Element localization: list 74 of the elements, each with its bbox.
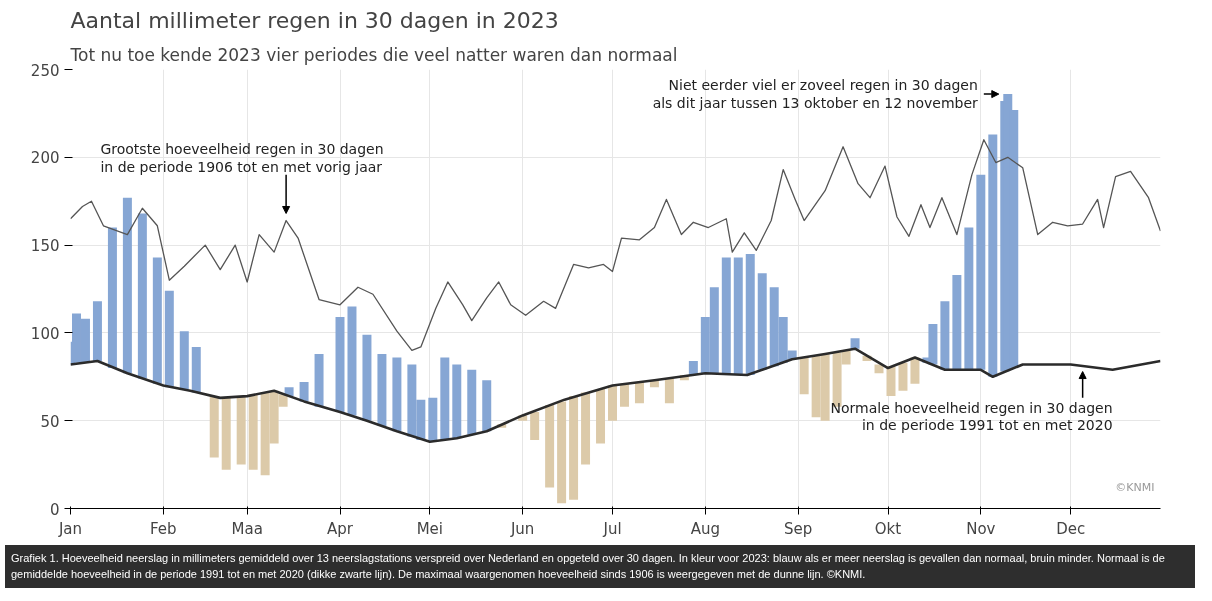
bar (545, 404, 555, 488)
bar (362, 334, 372, 421)
text: Grafiek 1. Hoeveelheid neerslag in millimeters gemiddeld over 13 neerslagstations verspreid over Nederland en opgeteld over 30 dagen. In kleur voor 2023: blauw als er meer neerslag is gevallen dan normaal, bruin minder. Normaal is de gemiddelde hoeveelheid in de periode 1991 tot en met 2020 (dikke zwarte lijn). De maximaal waargenomen hoeveelheid sinds 1906 is weergegeven met de dunne lijn. ©KNMI. (11, 551, 1166, 582)
bar (299, 382, 309, 402)
bar (581, 392, 591, 465)
bar (440, 357, 450, 441)
bar (664, 378, 674, 404)
x-tick-label: Sep (784, 519, 813, 538)
line-series (70, 347, 1161, 444)
x-tick-label: Jul (602, 519, 622, 538)
annotation: Grootste hoeveelheid regen in 30 dagen in de periode 1906 tot en met vorig jaar (100, 141, 384, 175)
bar (248, 394, 258, 470)
bar (377, 353, 387, 426)
bar (850, 338, 860, 349)
x-tick-label: Mei (416, 519, 444, 538)
bar (799, 357, 809, 395)
bar (964, 227, 974, 370)
x-tick-label: Dec (1056, 519, 1086, 538)
bar (236, 396, 246, 465)
bar (557, 401, 567, 504)
bar (569, 396, 579, 500)
bar (596, 389, 606, 444)
bar (221, 397, 231, 470)
bar (940, 301, 950, 370)
bar (467, 369, 477, 435)
annotation: ©KNMI (1115, 481, 1155, 495)
bar (608, 385, 617, 421)
bar (482, 380, 492, 432)
bar (745, 253, 755, 376)
bar (347, 306, 357, 416)
bar (428, 397, 438, 442)
bar (92, 301, 102, 361)
line-series (70, 139, 1161, 352)
annotation: Normale hoeveelheid regen in 30 dagen in de periode 1991 tot en met 2020 (830, 399, 1113, 434)
bar (733, 257, 743, 376)
bar (179, 331, 189, 390)
chart-title: Aantal millimeter regen in 30 dagen in 2023 (70, 7, 559, 33)
y-tick-label: 50 (40, 412, 60, 431)
bar (107, 227, 117, 369)
y-tick-label: 100 (30, 324, 60, 343)
bar (452, 364, 462, 439)
y-tick-label: 150 (30, 237, 60, 256)
bar (209, 396, 219, 458)
y-tick-label: 200 (30, 149, 60, 168)
bar (988, 134, 998, 377)
bar (530, 411, 540, 441)
bar (619, 383, 629, 407)
bar (910, 357, 920, 384)
x-tick-label: Maa (231, 519, 263, 538)
x-tick-label: Aug (690, 519, 720, 538)
x-tick-label: Apr (327, 519, 354, 538)
bar (898, 362, 908, 391)
bar (191, 346, 201, 393)
x-tick-label: Okt (874, 519, 902, 538)
bar (721, 257, 731, 376)
bar (976, 174, 986, 370)
bar (314, 353, 324, 407)
bar (122, 197, 132, 374)
x-tick-label: Feb (150, 519, 177, 538)
bar (137, 213, 147, 379)
bar (164, 290, 174, 388)
bar (634, 382, 644, 404)
bar (392, 357, 402, 432)
chart-subtitle: Tot nu toe kende 2023 vier periodes die veel natter waren dan normaal (69, 44, 678, 65)
x-tick-label: Nov (966, 519, 996, 538)
bar (952, 274, 962, 370)
bar (688, 361, 698, 376)
annotation: Niet eerder viel er zoveel regen in 30 dagen als dit jaar tussen 13 oktober en 12 november (652, 77, 979, 111)
x-tick-label: Jun (509, 519, 535, 538)
bar (757, 273, 767, 370)
bar (152, 257, 162, 384)
y-tick-label: 0 (49, 500, 60, 519)
y-tick-label: 250 (30, 61, 60, 80)
x-tick-label: Jan (57, 519, 83, 538)
